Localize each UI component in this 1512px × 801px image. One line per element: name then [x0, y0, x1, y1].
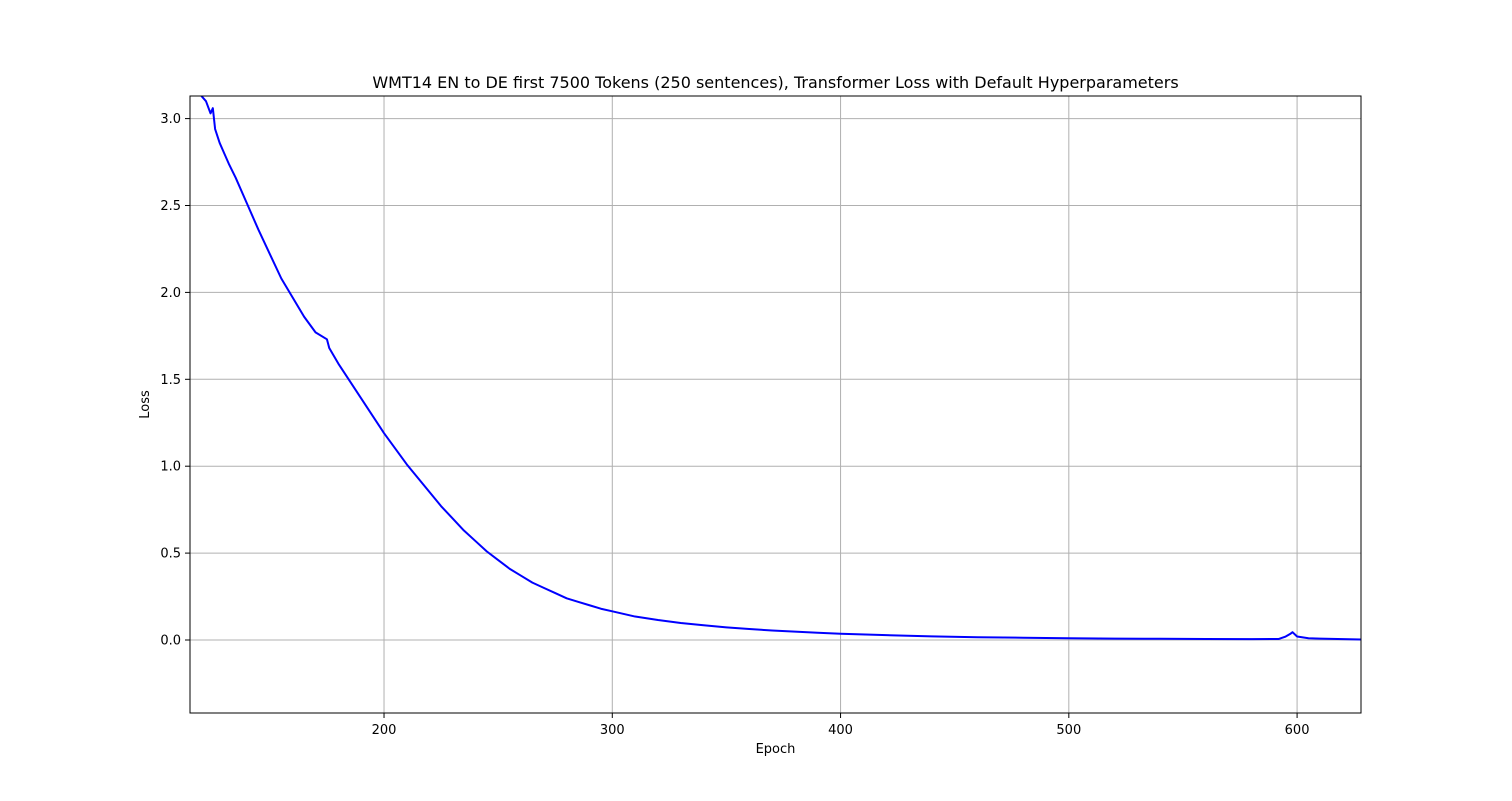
- plot-frame: [189, 95, 1362, 714]
- x-tick-label: 600: [1285, 723, 1310, 738]
- y-tick-label: 1.0: [160, 460, 181, 475]
- y-tick-label: 0.5: [160, 547, 181, 562]
- y-tick-label: 2.5: [160, 199, 181, 214]
- grid-layer: [190, 96, 1361, 713]
- y-tick-label: 3.0: [160, 112, 181, 127]
- x-tick-label: 400: [828, 723, 853, 738]
- y-axis-label: Loss: [138, 390, 153, 419]
- tick-layer: 200 300 400 500 600 0.0 0.5 1.0 1.5 2.0 2.5 3.0: [160, 112, 1309, 738]
- y-tick-label: 2.0: [160, 286, 181, 301]
- x-axis-label: Epoch: [756, 742, 796, 757]
- x-tick-label: 200: [372, 723, 397, 738]
- line-layer: [200, 96, 1361, 641]
- chart-title: WMT14 EN to DE first 7500 Tokens (250 se…: [372, 73, 1178, 92]
- loss-series-line: [200, 96, 1361, 641]
- y-tick-label: 0.0: [160, 634, 181, 649]
- x-tick-label: 500: [1056, 723, 1081, 738]
- x-tick-label: 300: [600, 723, 625, 738]
- y-tick-label: 1.5: [160, 373, 181, 388]
